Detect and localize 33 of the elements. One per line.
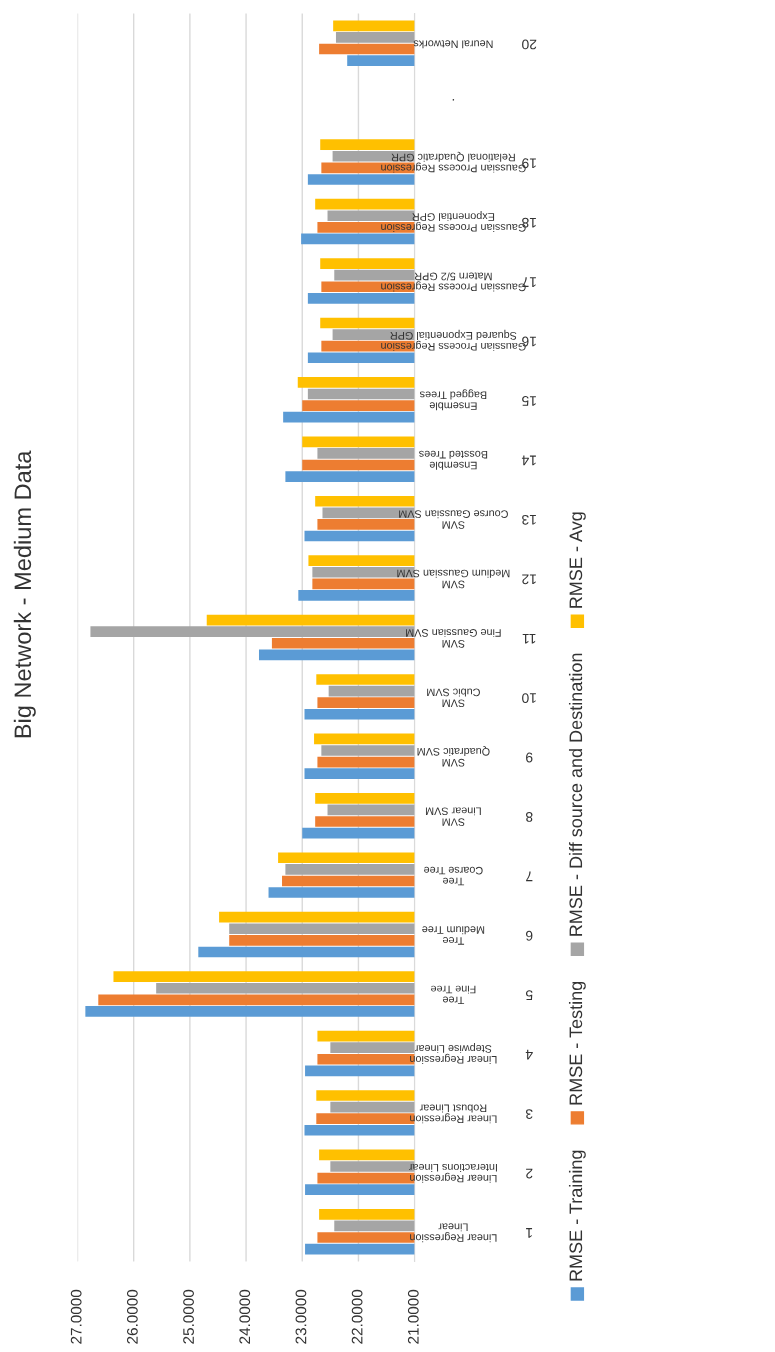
text: RMSE - Testing: [568, 981, 586, 1105]
category-label: 8 SVM Linear SVM: [425, 807, 533, 826]
category-label: 2 Linear Regression Interactions Linear: [409, 1163, 533, 1183]
x-tick-label: 26.0000: [126, 1289, 138, 1344]
category-label: 15 Ensemble Bagged Trees: [420, 389, 536, 411]
category-label: 7 Tree Coarse Tree: [424, 866, 533, 886]
category-label: 3 Linear Regression Robust Linear: [410, 1104, 533, 1124]
x-tick-label: 21.0000: [407, 1289, 419, 1344]
category-label: 4 Linear Regression Stepwise Linear: [410, 1042, 533, 1064]
y-tick-label: 18 Gaussian Process Regression Exponential GPR: [381, 211, 536, 232]
y-tick-label: 19 Gaussian Process Regression Relational Quadratic GPR: [381, 151, 536, 173]
category-label: 14 Ensemble Bossted Trees: [419, 450, 536, 470]
category-label: 11 SVM Fine Gaussian SVM: [406, 629, 536, 648]
x-tick-label: 23.0000: [295, 1289, 307, 1344]
category-label: 20 Neural Networks: [413, 39, 537, 50]
text: RMSE - Avg: [569, 512, 586, 608]
text: RMSE - Diff source and Destination: [568, 653, 583, 936]
x-tick-label: 24.0000: [239, 1289, 251, 1344]
x-tick-label: 25.0000: [183, 1289, 194, 1344]
y-tick-label: .: [452, 99, 455, 101]
category-label: 13 SVM Course Gaussian SVM: [399, 510, 536, 529]
category-label: 6 Tree Medium Tree: [422, 926, 533, 945]
x-tick-label: 27.0000: [70, 1289, 82, 1344]
text: Big Network - Medium Data: [13, 450, 36, 738]
y-tick-label: 17 Gaussian Process Regression Matern 5/2 GPR: [381, 272, 536, 292]
x-tick-label: 22.0000: [351, 1289, 363, 1344]
category-label: 10 SVM Cubic SVM: [427, 688, 536, 708]
y-tick-label: 16 Gaussian Process Regression Squared Exponential GPR: [381, 329, 536, 351]
text: RMSE - Training: [568, 1150, 586, 1281]
category-label: 12 SVM Medium Gaussian SVM: [397, 569, 536, 589]
category-label: 1 Linear Regression Linear: [410, 1223, 533, 1243]
category-label: 5 Tree Fine Tree: [430, 985, 533, 1005]
category-label: 9 SVM Quadratic SVM: [417, 746, 533, 767]
